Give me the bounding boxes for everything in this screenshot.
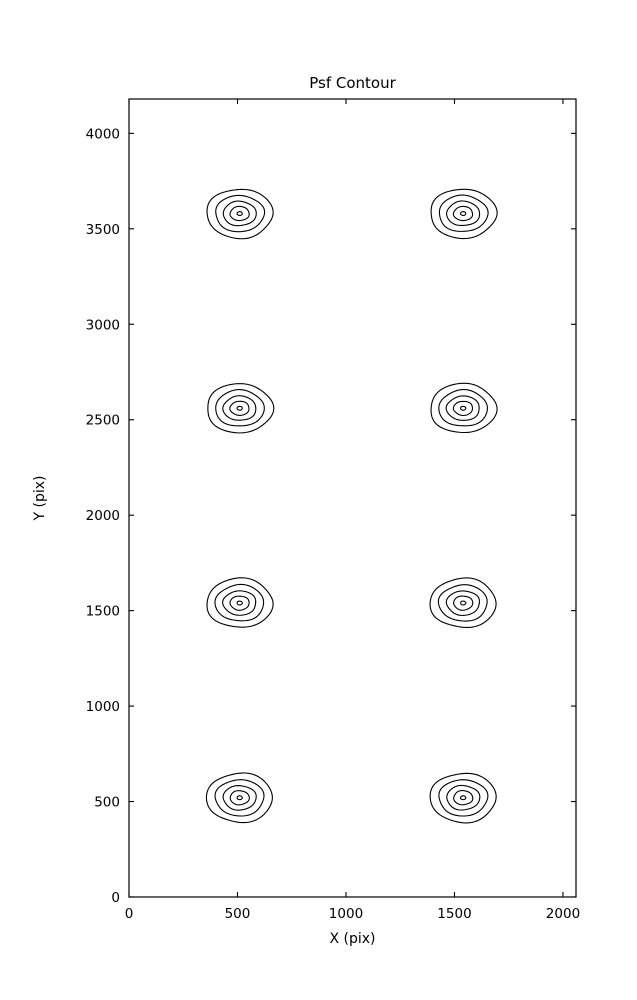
contour-level-3 — [453, 595, 474, 611]
contour-level-4 — [236, 600, 243, 606]
y-tick-label: 3000 — [86, 317, 120, 333]
x-axis-label: X (pix) — [329, 931, 375, 947]
contour-level-4 — [459, 211, 467, 217]
contour-level-4 — [460, 795, 467, 801]
contour-level-1 — [214, 583, 265, 622]
contour-level-0 — [430, 382, 498, 434]
contour-level-3 — [452, 205, 474, 222]
contour-level-1 — [215, 388, 265, 427]
contour-level-3 — [229, 400, 250, 416]
psf-source-r1c2 — [430, 188, 498, 240]
x-tick-label: 1500 — [437, 906, 471, 922]
contour-level-4 — [236, 405, 243, 411]
x-tick-label: 1000 — [329, 906, 363, 922]
contour-level-1 — [215, 194, 266, 233]
psf-source-r2c2 — [430, 382, 498, 434]
psf-source-r4c1 — [205, 772, 273, 824]
psf-source-r1c1 — [206, 188, 274, 240]
contour-level-1 — [438, 779, 489, 817]
y-tick-label: 4000 — [86, 126, 120, 142]
contour-level-1 — [438, 194, 489, 232]
contour-level-4 — [460, 405, 467, 411]
x-tick-label: 2000 — [546, 906, 580, 922]
contour-level-1 — [214, 779, 265, 817]
y-tick-label: 1500 — [86, 604, 120, 620]
contour-level-4 — [236, 795, 243, 801]
axes-background — [129, 99, 576, 897]
contour-level-3 — [452, 400, 474, 417]
y-tick-label: 500 — [94, 795, 120, 811]
y-axis-ticks: 0 500 1000 1500 2000 2500 3000 3500 4000 — [86, 126, 576, 906]
y-axis-label: Y (pix) — [32, 476, 48, 522]
contour-level-0 — [206, 188, 274, 240]
page-title: Psf Contour — [309, 74, 396, 92]
psf-source-r3c1 — [206, 577, 274, 628]
contour-level-2 — [222, 395, 257, 421]
psf-source-r3c2 — [429, 577, 497, 628]
contour-level-2 — [445, 590, 481, 616]
contour-level-2 — [445, 395, 480, 421]
contour-level-2 — [446, 200, 481, 227]
x-tick-label: 500 — [225, 906, 251, 922]
contour-level-4 — [460, 600, 467, 606]
contour-layer — [205, 188, 498, 824]
axes-frame — [128, 98, 577, 898]
contour-level-2 — [222, 590, 257, 616]
contour-level-3 — [229, 790, 250, 806]
contour-level-0 — [429, 772, 497, 824]
y-tick-label: 0 — [111, 890, 120, 906]
contour-level-2 — [222, 200, 257, 227]
psf-source-r2c1 — [207, 383, 275, 434]
y-tick-label: 3500 — [86, 222, 120, 238]
contour-level-2 — [446, 784, 481, 811]
contour-level-2 — [222, 785, 257, 811]
psf-source-r4c2 — [429, 772, 497, 824]
contour-level-0 — [206, 577, 274, 628]
contour-level-1 — [438, 388, 488, 427]
y-tick-label: 1000 — [86, 699, 120, 715]
contour-level-1 — [437, 584, 488, 622]
contour-level-0 — [207, 383, 275, 434]
x-axis-ticks: 0 500 1000 1500 2000 — [125, 99, 580, 922]
y-tick-label: 2500 — [86, 413, 120, 429]
contour-level-0 — [205, 772, 273, 824]
x-tick-label: 0 — [125, 906, 134, 922]
contour-level-0 — [430, 188, 498, 240]
contour-level-4 — [236, 211, 243, 217]
y-tick-label: 2000 — [86, 508, 120, 524]
contour-level-0 — [429, 577, 497, 628]
contour-level-3 — [229, 205, 250, 222]
contour-level-3 — [453, 790, 474, 806]
contour-level-3 — [229, 595, 250, 611]
